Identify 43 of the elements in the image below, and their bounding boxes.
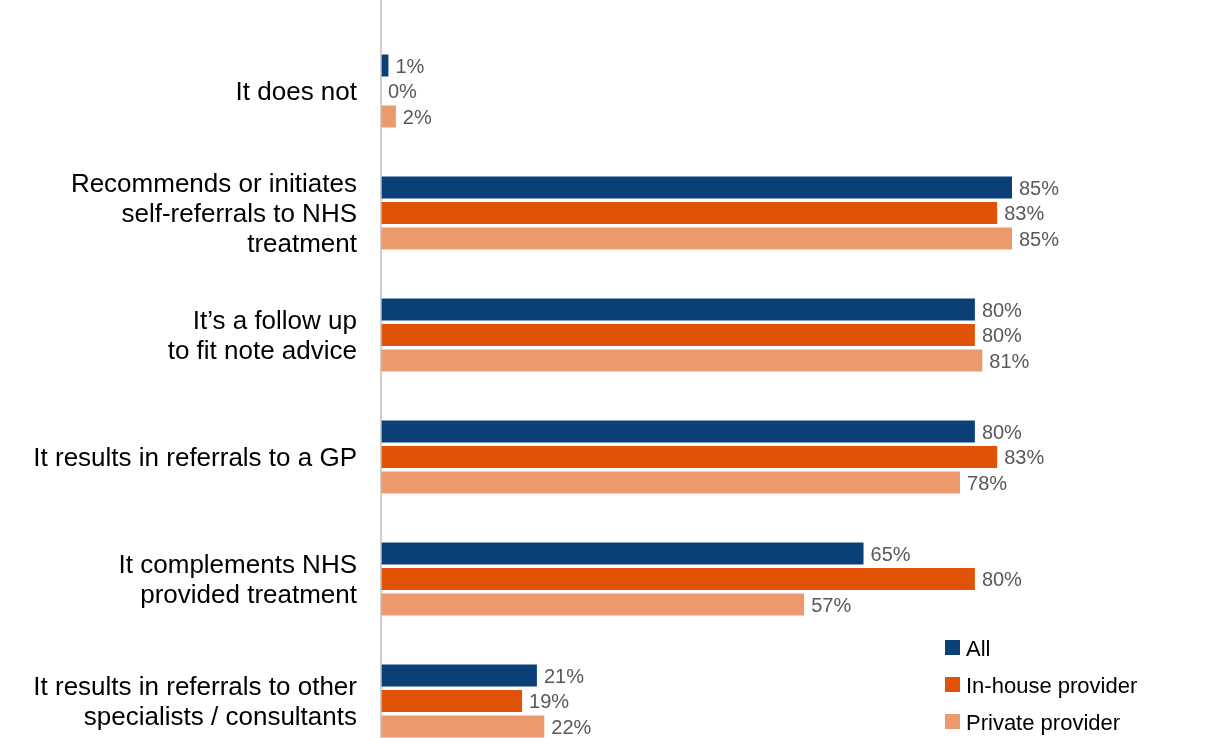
data-label: 85% [1019,176,1060,199]
bar [381,227,1012,250]
bar [381,593,805,616]
data-label: 2% [402,105,432,128]
bar [381,568,975,590]
bar [381,471,961,494]
data-label: 83% [1004,446,1045,468]
data-label: 80% [981,324,1023,346]
data-label: 78% [967,471,1008,494]
data-label: 83% [1004,202,1045,224]
bar [381,298,975,321]
legend-label: All [966,635,991,661]
data-label: 21% [543,664,585,687]
data-label: 0% [388,80,418,102]
bar [381,349,983,372]
bar [381,176,1012,199]
y-tick-label: It complements NHS provided treatment [118,549,358,610]
y-tick-label: Recommends or initiates self-referrals to NHS treatment [70,168,358,259]
bar [381,690,523,712]
bar [381,324,975,346]
data-label: 22% [551,715,592,738]
bar [381,105,396,128]
data-label: 80% [981,568,1023,590]
y-tick-label: It’s a follow up to fit note advice [167,305,357,366]
data-label: 80% [981,420,1023,443]
data-label: 81% [989,349,1030,372]
y-tick-label: It results in referrals to a GP [33,442,357,473]
data-label: 85% [1019,227,1060,250]
bar [381,715,545,738]
y-tick-label: It results in referrals to other specialists / consultants [33,671,358,732]
bar [381,664,537,687]
bar [381,542,864,565]
legend-label: In-house provider [966,672,1138,698]
data-label: 19% [529,690,570,712]
bar [381,202,998,224]
data-label: 80% [981,298,1023,321]
data-label: 57% [811,593,852,616]
y-tick-label: It does not [235,76,358,107]
legend-label: Private provider [966,709,1121,735]
data-label: 65% [870,542,911,565]
bar [381,420,975,443]
data-label: 1% [395,54,425,77]
bar [381,446,998,468]
